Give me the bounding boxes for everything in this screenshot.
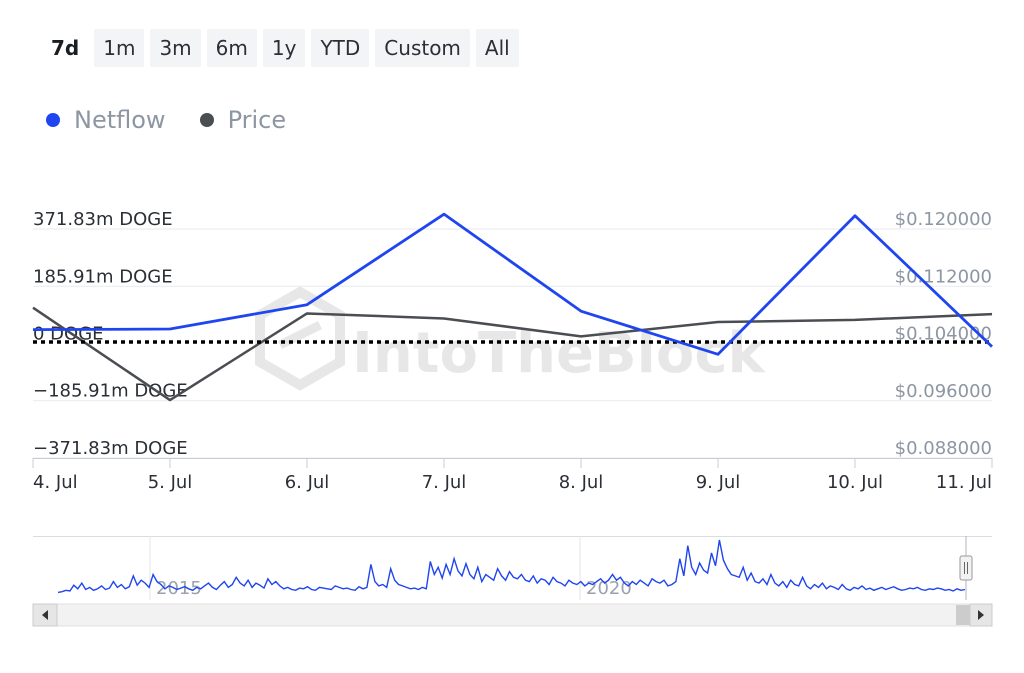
x-tick-label: 4. Jul — [33, 472, 78, 493]
point-price — [716, 320, 720, 324]
point-netflow — [990, 345, 994, 349]
navigator-series-line — [57, 539, 966, 594]
arrow-right-icon — [978, 610, 984, 620]
range-button-ytd[interactable]: YTD — [311, 29, 370, 67]
y-left-tick-label: −185.91m DOGE — [33, 381, 188, 402]
legend-item-price[interactable]: Price — [199, 106, 287, 134]
y-right-tick-label: $0.112000 — [895, 266, 992, 287]
range-button-3m[interactable]: 3m — [150, 29, 201, 67]
point-price — [853, 318, 857, 322]
x-tick-label: 6. Jul — [285, 472, 330, 493]
navigator-handle[interactable] — [959, 555, 973, 581]
range-button-all[interactable]: All — [475, 29, 519, 67]
scroll-right-button[interactable] — [969, 603, 993, 627]
legend-label-price: Price — [227, 106, 287, 134]
y-right-tick-label: $0.120000 — [895, 209, 992, 230]
point-netflow — [853, 214, 857, 218]
point-netflow — [442, 212, 446, 216]
point-netflow — [579, 309, 583, 313]
y-left-tick-label: −371.83m DOGE — [33, 438, 188, 459]
point-netflow — [168, 327, 172, 331]
range-button-7d[interactable]: 7d — [42, 29, 89, 67]
point-price — [168, 398, 172, 402]
range-selector: 7d 1m 3m 6m 1y YTD Custom All — [42, 29, 519, 67]
series-line-price — [32, 306, 993, 402]
point-netflow — [305, 303, 309, 307]
price-dot-icon — [199, 113, 214, 127]
scroll-left-button[interactable] — [32, 603, 58, 627]
series-layer — [31, 212, 994, 402]
navigator-scrollbar[interactable] — [32, 603, 993, 627]
series-line-netflow — [32, 212, 993, 356]
x-tick-label: 5. Jul — [148, 472, 193, 493]
legend: Netflow Price — [46, 106, 286, 134]
y-right-tick-label: $0.096000 — [895, 381, 992, 402]
y-left-tick-label: 371.83m DOGE — [33, 209, 173, 230]
navigator: 2015 2020 — [32, 536, 993, 627]
x-tick-label: 10. Jul — [827, 472, 883, 493]
point-price — [579, 334, 583, 338]
range-button-custom[interactable]: Custom — [375, 29, 470, 67]
arrow-left-icon — [42, 610, 48, 620]
watermark-text: IntoTheBlock — [352, 321, 767, 386]
scrollbar-thumb[interactable] — [956, 605, 970, 625]
y-left-tick-label: 185.91m DOGE — [33, 266, 173, 287]
legend-item-netflow[interactable]: Netflow — [46, 106, 166, 134]
point-price — [990, 312, 994, 316]
range-button-1y[interactable]: 1y — [262, 29, 306, 67]
point-price — [31, 306, 35, 310]
point-netflow — [716, 352, 720, 356]
x-axis: 4. Jul 5. Jul 6. Jul 7. Jul 8. Jul 9. Jul 10. … — [32, 458, 993, 493]
x-tick-label: 9. Jul — [696, 472, 741, 493]
x-tick-label: 11. Jul — [936, 472, 992, 493]
y-right-tick-label: $0.104000 — [895, 324, 992, 345]
point-netflow — [31, 328, 35, 332]
navigator-year-label: 2020 — [586, 578, 632, 599]
range-button-6m[interactable]: 6m — [206, 29, 257, 67]
netflow-dot-icon — [46, 113, 60, 127]
x-tick-label: 7. Jul — [422, 472, 467, 493]
range-button-1m[interactable]: 1m — [94, 29, 145, 67]
right-axis: $0.120000 $0.112000 $0.104000 $0.096000 $0.0… — [895, 209, 992, 459]
legend-label-netflow: Netflow — [74, 106, 166, 134]
x-tick-label: 8. Jul — [559, 472, 604, 493]
point-price — [442, 316, 446, 320]
point-price — [305, 311, 309, 315]
y-right-tick-label: $0.088000 — [895, 438, 992, 459]
watermark: IntoTheBlock — [255, 286, 767, 391]
